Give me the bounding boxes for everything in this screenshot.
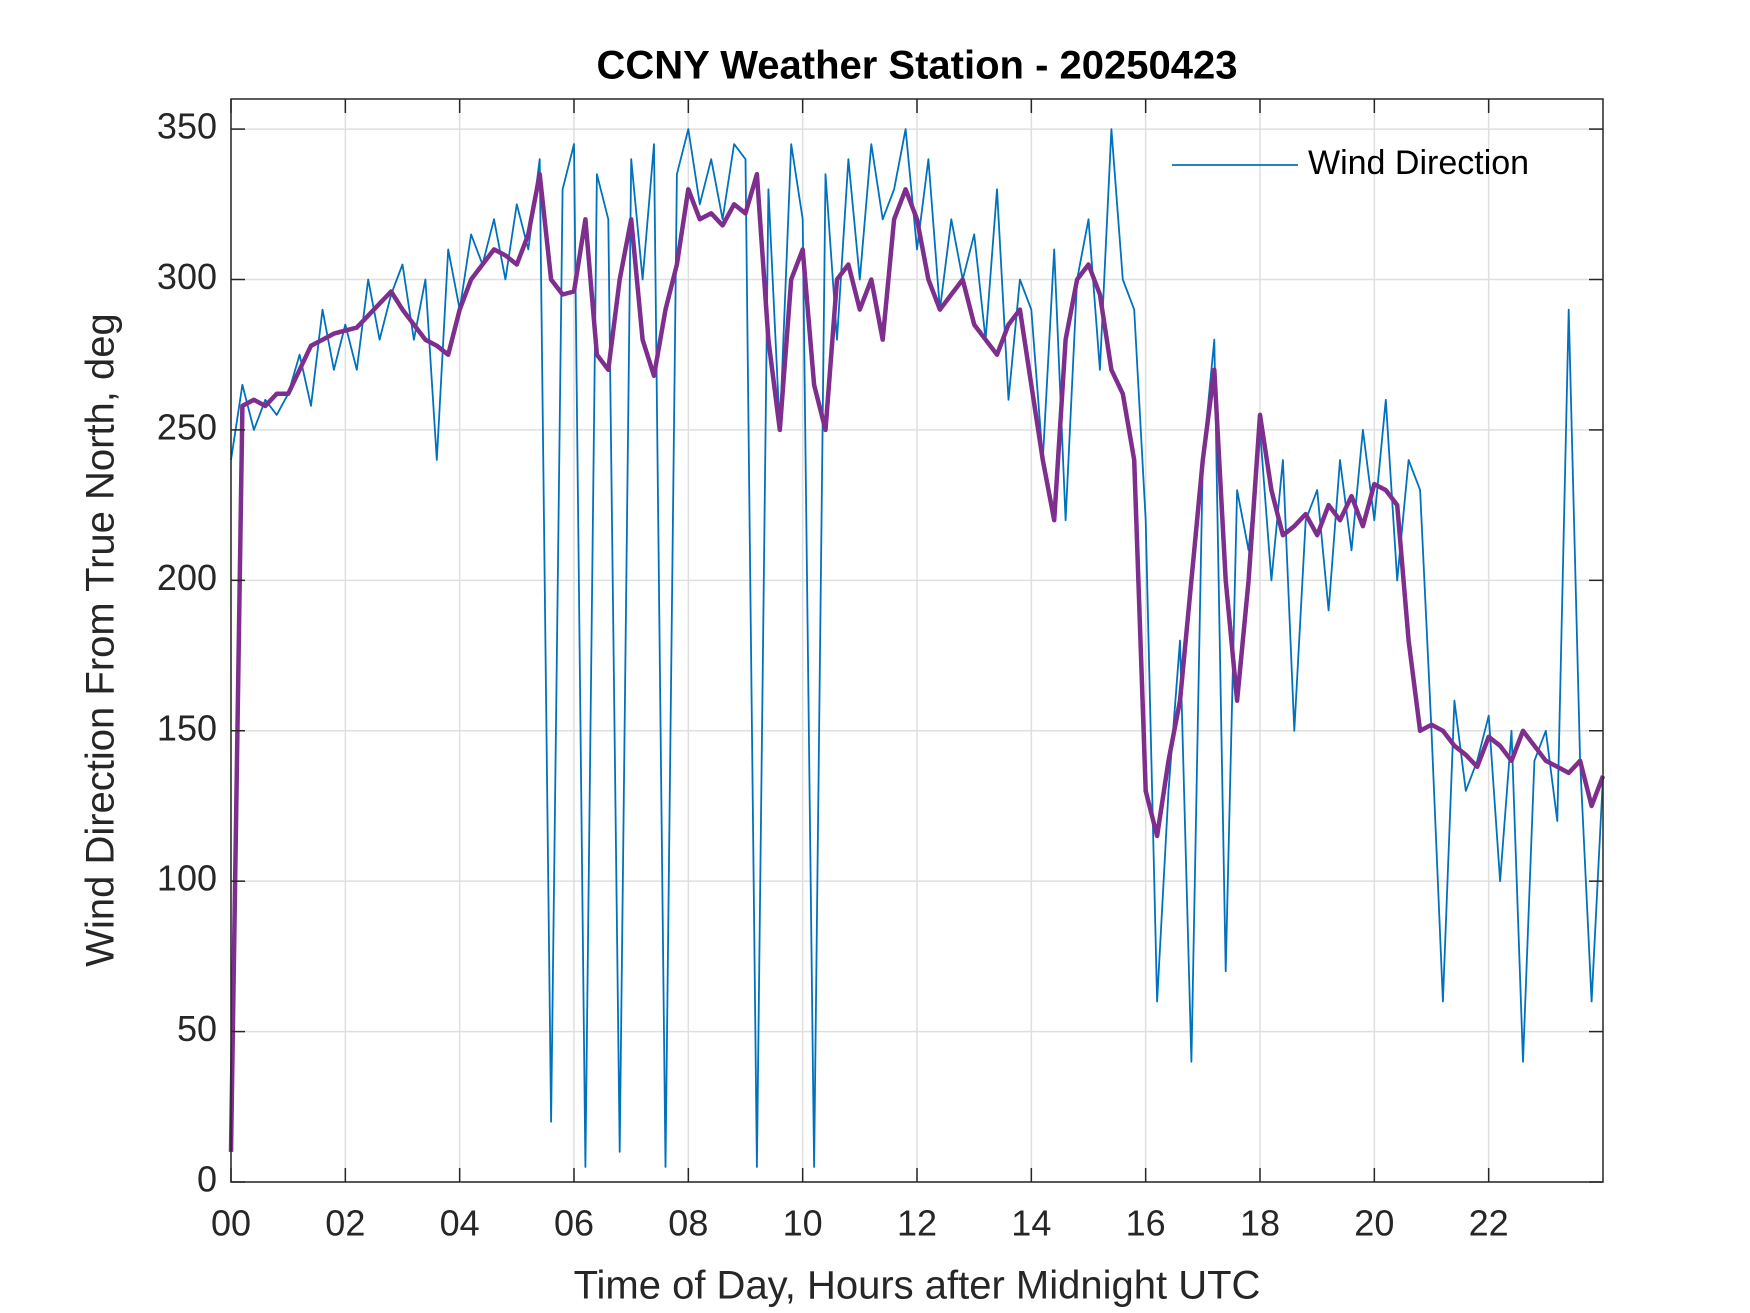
x-tick-label: 16 [1126,1203,1166,1244]
x-tick-label: 08 [668,1203,708,1244]
y-tick-label: 250 [157,406,217,447]
legend: Wind Direction [1172,144,1529,182]
x-tick-label: 06 [554,1203,594,1244]
y-tick-label: 50 [177,1008,217,1049]
x-tick-label: 10 [783,1203,823,1244]
series-line [228,171,1606,1152]
x-tick-label: 22 [1469,1203,1509,1244]
y-axis-label: Wind Direction From True North, deg [79,313,123,967]
x-tick-label: 20 [1354,1203,1394,1244]
y-tick-label: 0 [197,1159,217,1200]
x-tick-label: 02 [325,1203,365,1244]
chart-title: CCNY Weather Station - 20250423 [597,44,1238,88]
x-tick-label: 14 [1011,1203,1051,1244]
x-tick-label: 00 [211,1203,251,1244]
y-tick-label: 200 [157,557,217,598]
legend-label: Wind Direction [1308,144,1529,182]
ticks: 0 50 100 150 200 250 300 350 00 02 04 06 08 10 12 14 16 1… [157,99,1603,1244]
x-tick-label: 04 [440,1203,480,1244]
grid [230,99,1603,1183]
y-tick-label: 150 [157,707,217,748]
series [228,128,1606,1168]
x-tick-label: 12 [897,1203,937,1244]
y-tick-label: 300 [157,256,217,297]
y-tick-label: 350 [157,106,217,147]
y-tick-label: 100 [157,858,217,899]
x-tick-label: 18 [1240,1203,1280,1244]
x-axis-label: Time of Day, Hours after Midnight UTC [574,1264,1261,1308]
